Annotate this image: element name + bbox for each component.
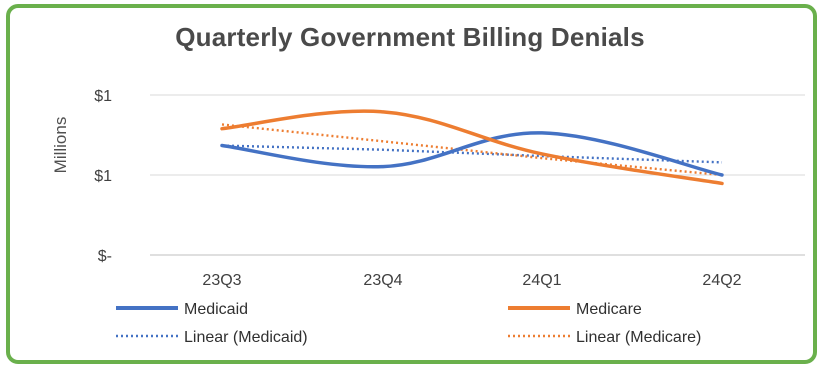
grid-layer: [150, 94, 805, 176]
x-tick-label: 24Q2: [702, 272, 741, 289]
chart-title: Quarterly Government Billing Denials: [175, 22, 645, 52]
trendline-linear-medicaid: [221, 144, 723, 164]
x-tick-label: 23Q4: [363, 272, 402, 289]
x-tick-label: 24Q1: [522, 272, 561, 289]
legend-label-linear-medicare: Linear (Medicare): [576, 329, 701, 346]
x-tick-label: 23Q3: [202, 272, 241, 289]
legend-label-medicaid: Medicaid: [184, 301, 248, 318]
series-layer: [220, 109, 724, 186]
y-tick-label: $1: [94, 168, 112, 185]
legend-label-medicare: Medicare: [576, 301, 642, 318]
y-axis-label: Millions: [51, 117, 70, 174]
series-line-medicaid: [220, 131, 724, 177]
chart-card: [6, 4, 817, 364]
legend: Medicaid Medicare Linear (Medicaid) Linear …: [116, 301, 701, 346]
legend-label-linear-medicaid: Linear (Medicaid): [184, 329, 308, 346]
series-line-medicare: [220, 109, 724, 186]
y-tick-label: $-: [98, 248, 112, 265]
y-tick-label: $1: [94, 88, 112, 105]
axis-layer: $1 $1 $- Millions 23Q3 23Q4 24Q1 24Q2: [51, 88, 805, 289]
